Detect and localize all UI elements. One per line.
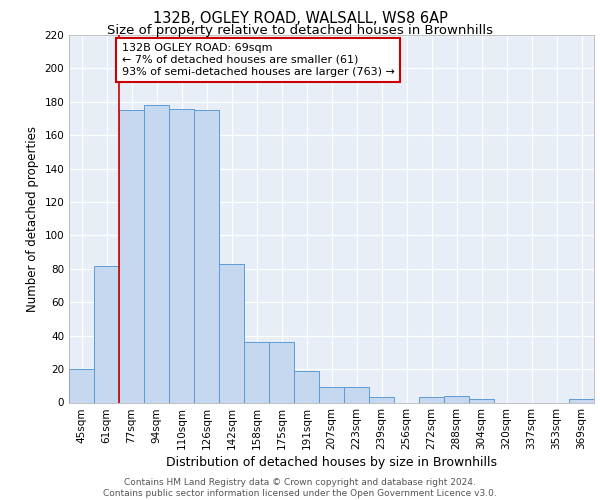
Text: 132B OGLEY ROAD: 69sqm
← 7% of detached houses are smaller (61)
93% of semi-deta: 132B OGLEY ROAD: 69sqm ← 7% of detached … [121, 44, 394, 76]
Bar [144, 105, 169, 403]
Text: Contains HM Land Registry data © Crown copyright and database right 2024.
Contai: Contains HM Land Registry data © Crown c… [103, 478, 497, 498]
Bar [344, 388, 369, 402]
Bar [94, 266, 119, 402]
Bar [469, 399, 494, 402]
Bar [294, 371, 319, 402]
Bar [419, 398, 444, 402]
Bar [169, 108, 194, 403]
Bar [269, 342, 294, 402]
Text: Size of property relative to detached houses in Brownhills: Size of property relative to detached ho… [107, 24, 493, 37]
X-axis label: Distribution of detached houses by size in Brownhills: Distribution of detached houses by size … [166, 456, 497, 469]
Bar [69, 369, 94, 402]
Bar [194, 110, 219, 403]
Bar [569, 399, 594, 402]
Bar [444, 396, 469, 402]
Bar [219, 264, 244, 402]
Bar [244, 342, 269, 402]
Bar [319, 388, 344, 402]
Text: 132B, OGLEY ROAD, WALSALL, WS8 6AP: 132B, OGLEY ROAD, WALSALL, WS8 6AP [152, 11, 448, 26]
Bar [119, 110, 144, 403]
Bar [369, 398, 394, 402]
Y-axis label: Number of detached properties: Number of detached properties [26, 126, 39, 312]
